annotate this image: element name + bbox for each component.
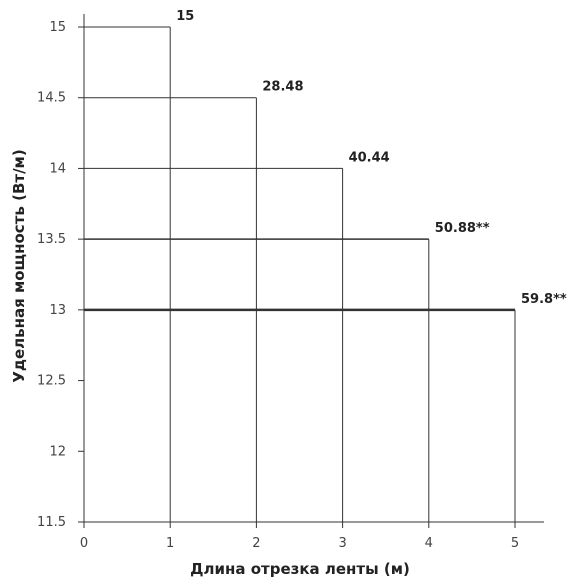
y-tick-label-15: 15: [49, 20, 66, 35]
plot-area: 15 28.48 40.44 50.88** 59.8**: [84, 9, 567, 522]
data-label-1: 15: [176, 9, 194, 24]
data-label-4: 50.88**: [435, 221, 490, 236]
x-tick-label-0: 0: [80, 536, 88, 551]
y-tick-label-11.5: 11.5: [37, 515, 66, 530]
data-label-2: 28.48: [262, 80, 303, 95]
data-label-5: 59.8**: [521, 292, 567, 307]
y-tick-label-14: 14: [49, 161, 66, 176]
x-tick-label-4: 4: [425, 536, 433, 551]
x-tick-label-5: 5: [511, 536, 519, 551]
x-tick-label-1: 1: [166, 536, 174, 551]
y-tick-label-13: 13: [49, 303, 66, 318]
x-tick-label-2: 2: [252, 536, 260, 551]
x-axis-title: Длина отрезка ленты (м): [190, 560, 410, 578]
x-tick-label-3: 3: [338, 536, 346, 551]
y-axis-title: Удельная мощность (Вт/м): [10, 149, 28, 382]
y-tick-label-14.5: 14.5: [37, 91, 66, 106]
y-tick-label-12.5: 12.5: [37, 374, 66, 389]
y-tick-label-12: 12: [49, 444, 66, 459]
data-label-3: 40.44: [349, 150, 390, 165]
y-tick-label-13.5: 13.5: [37, 232, 66, 247]
